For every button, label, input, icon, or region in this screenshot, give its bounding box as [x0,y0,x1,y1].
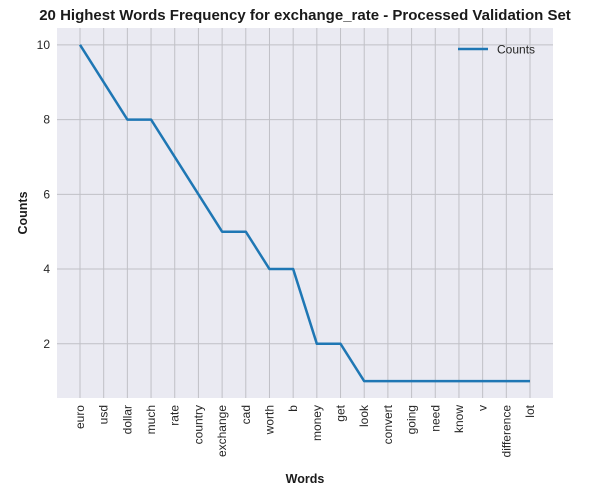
x-tick-label: look [357,404,371,427]
y-tick-label: 10 [37,38,51,52]
x-tick-label: dollar [120,405,134,434]
x-tick-label: usd [97,405,111,424]
x-tick-label: b [286,405,300,412]
x-tick-label: convert [381,404,395,444]
y-tick-label: 6 [43,187,50,201]
legend: Counts [458,43,535,57]
chart-title: 20 Highest Words Frequency for exchange_… [39,7,571,24]
x-tick-label: cad [239,405,253,424]
x-tick-label: v [476,405,490,411]
x-tick-label: exchange [215,405,229,457]
x-tick-label: rate [168,405,182,426]
y-tick-label: 8 [43,113,50,127]
y-tick-label: 4 [43,262,50,276]
grid [57,28,553,398]
x-tick-label: get [334,404,348,421]
x-tick-label: worth [262,405,276,435]
x-tick-label: lot [523,404,537,417]
x-tick-label: difference [499,405,513,458]
x-tick-label: country [191,405,205,444]
x-tick-label: need [428,405,442,432]
x-axis-label: Words [286,472,325,486]
y-axis-ticks: 2 4 6 8 10 [37,38,51,351]
x-tick-label: going [405,405,419,434]
series-layer [78,44,530,383]
x-axis-ticks: euro usd dollar much rate country exchange cad w… [73,404,537,457]
x-tick-label: know [452,405,466,433]
x-tick-label: euro [73,405,87,429]
plot-area [57,28,553,398]
x-tick-label: much [144,405,158,434]
x-tick-label: money [310,405,324,441]
legend-label-counts: Counts [497,43,535,57]
y-tick-label: 2 [43,337,50,351]
series-line-counts [78,44,530,383]
y-axis-label: Counts [16,191,30,234]
